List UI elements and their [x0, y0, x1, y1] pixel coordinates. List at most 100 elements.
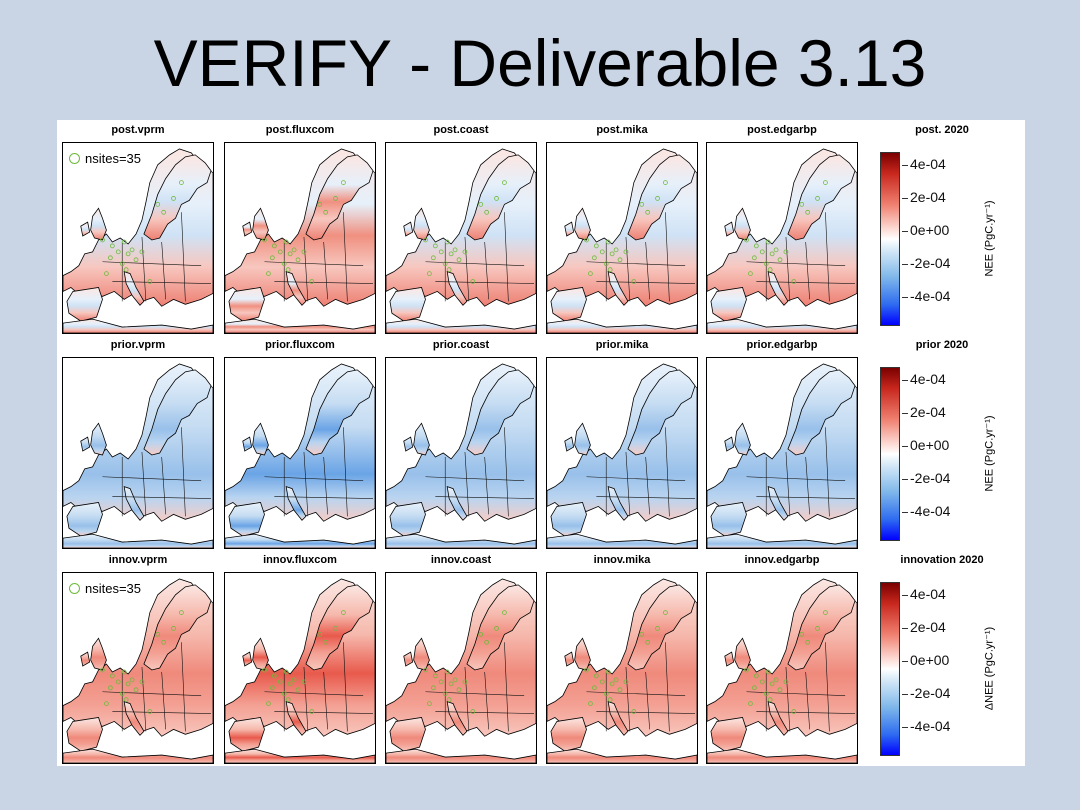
map-prior-fluxcom — [224, 357, 376, 549]
panel-title-prior-vprm: prior.vprm — [110, 339, 166, 351]
site-marker — [617, 257, 623, 263]
land-shape — [305, 369, 374, 456]
site-marker — [123, 267, 129, 273]
site-marker — [133, 257, 139, 263]
site-marker — [262, 667, 267, 673]
site-marker — [599, 679, 605, 685]
land-shape — [143, 369, 212, 456]
land-shape — [710, 717, 747, 752]
country-border — [625, 236, 631, 302]
site-marker — [663, 180, 668, 185]
site-marker — [484, 209, 490, 215]
country-border — [323, 671, 328, 730]
nsites-legend: nsites=35 — [69, 151, 141, 166]
site-marker — [161, 209, 167, 215]
site-marker — [609, 251, 615, 257]
colorbar-tick: -2e-04 — [901, 470, 951, 486]
land-shape — [225, 533, 375, 548]
site-marker — [277, 249, 283, 255]
site-marker — [123, 697, 129, 703]
land-shape — [66, 502, 103, 537]
country-border — [102, 691, 202, 697]
country-border — [464, 666, 470, 732]
land-shape — [724, 436, 735, 452]
land-shape — [63, 318, 213, 333]
site-marker — [291, 677, 297, 683]
panel-title-post-fluxcom: post.fluxcom — [265, 124, 335, 136]
site-marker — [791, 279, 797, 284]
land-shape — [724, 221, 735, 237]
land-shape — [466, 584, 535, 671]
colorbar-title: innovation 2020 — [900, 554, 984, 566]
site-marker — [639, 201, 645, 207]
country-border — [303, 236, 309, 302]
panel-title-prior-fluxcom: prior.fluxcom — [265, 339, 335, 351]
site-marker — [663, 610, 668, 615]
site-marker — [438, 249, 444, 255]
land-shape — [707, 533, 857, 548]
country-border — [785, 451, 791, 517]
country-border — [323, 241, 328, 300]
land-shape — [252, 207, 269, 241]
site-marker — [444, 239, 450, 245]
map-innov-edgarbp — [706, 572, 858, 764]
site-marker — [283, 669, 289, 675]
land-shape — [66, 717, 103, 752]
colorbar-title: post. 2020 — [915, 124, 969, 136]
land-shape — [724, 651, 735, 667]
site-marker — [588, 701, 593, 706]
site-marker — [613, 677, 619, 683]
site-marker — [783, 679, 789, 685]
country-border — [785, 666, 791, 732]
colorbar-tick: 0e+00 — [901, 437, 950, 453]
country-border — [596, 281, 696, 284]
land-shape — [285, 486, 307, 521]
country-border — [181, 212, 186, 302]
map-post-fluxcom — [224, 142, 376, 334]
site-marker — [815, 626, 820, 631]
figure-grid: post.vprm nsites=35 post.fluxcom post.coast… — [57, 120, 1025, 766]
land-shape — [607, 271, 629, 306]
land-shape — [446, 701, 468, 736]
site-marker — [139, 679, 145, 685]
colorbar-label: NEE (PgC.yr⁻¹) — [983, 200, 996, 277]
site-marker — [639, 631, 645, 637]
colorbar-tick: 4e-04 — [902, 156, 946, 172]
land-shape — [228, 717, 265, 752]
site-marker — [462, 249, 468, 255]
site-marker — [748, 271, 753, 276]
site-marker — [333, 626, 338, 631]
site-marker — [623, 679, 629, 685]
land-shape — [143, 154, 212, 241]
site-marker — [763, 691, 769, 697]
map-innov-fluxcom — [224, 572, 376, 764]
site-marker — [317, 201, 323, 207]
site-marker — [442, 691, 448, 697]
site-marker — [502, 180, 507, 185]
site-marker — [270, 255, 275, 261]
land-shape — [707, 748, 857, 763]
site-marker — [502, 610, 507, 615]
country-border — [141, 666, 147, 732]
land-shape — [446, 271, 468, 306]
site-marker — [271, 243, 277, 249]
site-marker — [605, 239, 611, 245]
site-marker — [645, 209, 651, 215]
land-shape — [90, 207, 107, 241]
country-border — [343, 427, 348, 517]
site-marker — [295, 687, 301, 693]
land-shape — [386, 533, 536, 548]
nsites-legend: nsites=35 — [69, 581, 141, 596]
country-border — [805, 456, 810, 515]
site-marker — [769, 681, 775, 687]
colorbar-tick: 2e-04 — [902, 404, 946, 420]
site-marker — [161, 639, 167, 645]
site-marker — [287, 251, 293, 257]
panel-title-prior-coast: prior.coast — [432, 339, 490, 351]
country-border — [484, 671, 489, 730]
site-marker — [266, 271, 271, 276]
site-marker — [744, 667, 749, 673]
land-shape — [607, 701, 629, 736]
site-marker — [100, 667, 105, 673]
country-border — [586, 476, 686, 482]
